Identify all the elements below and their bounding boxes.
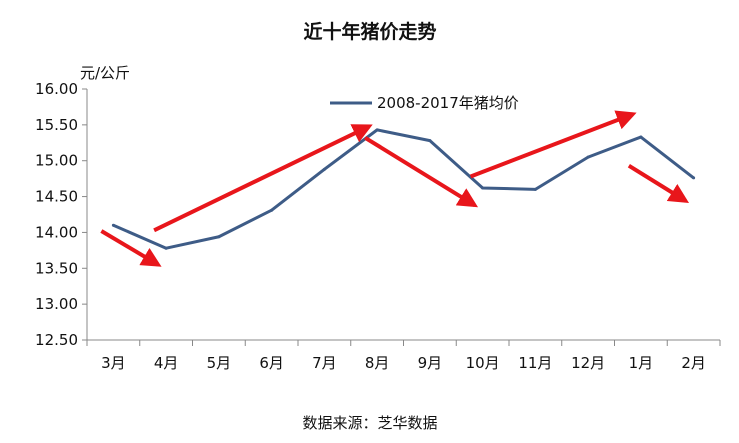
trend-arrows: [100, 110, 690, 267]
x-tick-label: 5月: [207, 354, 232, 372]
legend: 2008-2017年猪均价: [330, 94, 519, 112]
y-tick-label: 12.50: [35, 331, 78, 349]
y-axis-ticks: 12.50 13.00 13.50 14.00 14.50 15.00 15.50 16.00: [35, 80, 87, 349]
data-point: [586, 155, 590, 159]
data-point: [322, 167, 326, 171]
y-tick-label: 13.00: [35, 295, 78, 313]
trend-arrow: [469, 110, 637, 179]
x-tick-label: 7月: [312, 354, 337, 372]
y-tick-label: 16.00: [35, 80, 78, 98]
data-point: [533, 187, 537, 191]
x-tick-label: 4月: [154, 354, 179, 372]
trend-arrow: [364, 136, 479, 208]
y-tick-label: 15.50: [35, 116, 78, 134]
x-axis-ticks: 3月 4月 5月 6月 7月 8月 9月 10月 11月 12月 1月 2月: [86, 340, 721, 372]
legend-label: 2008-2017年猪均价: [377, 94, 519, 112]
source-note: 数据来源：芝华数据: [302, 414, 437, 432]
data-point: [639, 135, 643, 139]
data-point: [164, 246, 168, 250]
y-tick-label: 14.50: [35, 188, 78, 206]
data-point: [375, 128, 379, 132]
x-tick-label: 2月: [681, 354, 706, 372]
x-tick-label: 12月: [571, 354, 605, 372]
data-point: [217, 235, 221, 239]
trend-arrow: [100, 229, 162, 267]
y-tick-label: 13.50: [35, 259, 78, 277]
data-point: [481, 186, 485, 190]
data-point: [692, 176, 696, 180]
trend-arrow: [153, 124, 373, 233]
data-point: [270, 208, 274, 212]
data-point: [428, 139, 432, 143]
series-line: [112, 128, 695, 250]
y-tick-label: 14.00: [35, 223, 78, 241]
chart-title: 近十年猪价走势: [303, 20, 436, 43]
x-tick-label: 10月: [466, 354, 500, 372]
x-tick-label: 6月: [259, 354, 284, 372]
y-tick-label: 15.00: [35, 152, 78, 170]
x-tick-label: 8月: [365, 354, 390, 372]
x-tick-label: 3月: [101, 354, 126, 372]
x-tick-label: 9月: [418, 354, 443, 372]
data-point: [111, 223, 115, 227]
y-axis-unit-label: 元/公斤: [80, 64, 130, 82]
x-tick-label: 1月: [629, 354, 654, 372]
trend-arrow: [627, 164, 690, 203]
x-tick-label: 11月: [518, 354, 552, 372]
series-layer: [111, 128, 696, 250]
